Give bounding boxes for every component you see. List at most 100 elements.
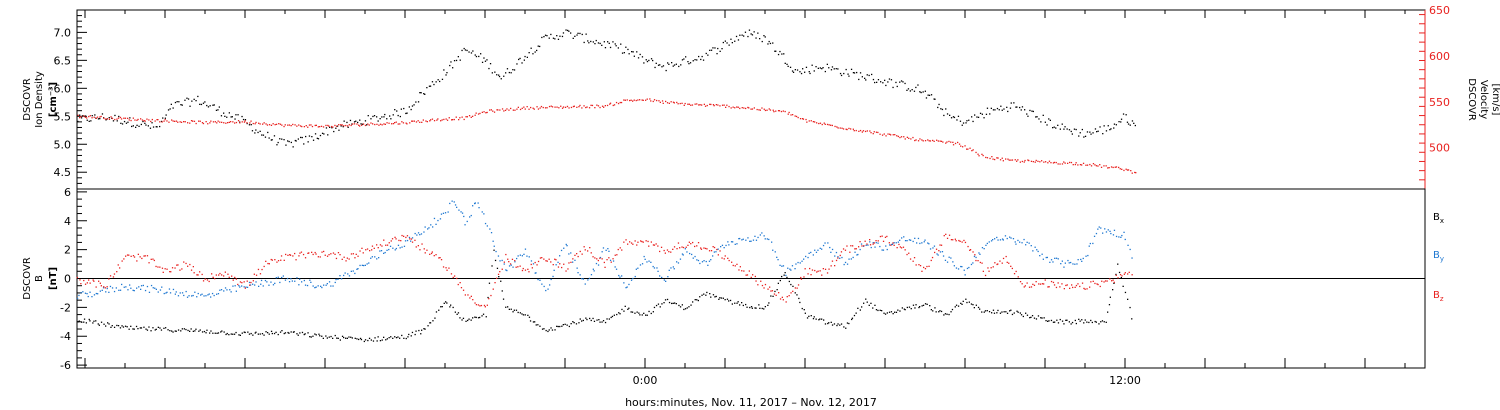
by-point — [684, 248, 686, 250]
bx-point — [160, 329, 163, 331]
density-point — [424, 93, 426, 95]
density-point — [524, 55, 526, 58]
velocity-point — [681, 102, 683, 104]
bz-point — [136, 260, 138, 262]
density-point — [678, 65, 680, 68]
by-point — [506, 269, 508, 272]
bz-point — [335, 257, 338, 260]
by-point — [130, 287, 132, 289]
velocity-point — [933, 140, 935, 142]
density-point — [399, 115, 401, 118]
bz-point — [545, 260, 547, 262]
top-plot-frame — [76, 9, 1426, 190]
velocity-point — [425, 120, 427, 122]
bx-point — [477, 317, 480, 319]
bz-point — [668, 251, 670, 253]
bx-point — [415, 330, 417, 332]
velocity-point — [1021, 160, 1023, 163]
bz-point — [786, 296, 788, 298]
by-point — [417, 232, 420, 234]
density-point — [845, 68, 847, 71]
bz-point — [969, 249, 972, 251]
by-point — [93, 294, 96, 296]
bx-point — [652, 311, 654, 313]
bx-point — [777, 282, 779, 284]
bx-point — [598, 319, 600, 321]
density-point — [968, 119, 970, 121]
velocity-point — [1048, 160, 1051, 162]
by-point — [340, 278, 343, 280]
bx-point — [332, 337, 334, 339]
bx-point — [467, 319, 469, 322]
velocity-point — [906, 136, 908, 138]
bz-point — [223, 275, 225, 277]
bz-point — [524, 269, 527, 271]
velocity-point — [591, 104, 594, 107]
bx-point — [827, 322, 829, 325]
velocity-point — [782, 110, 784, 112]
density-point — [123, 120, 126, 123]
b-tick-label: 0 — [64, 273, 71, 286]
density-point — [149, 127, 152, 129]
velocity-point — [795, 115, 798, 118]
bz-point — [164, 268, 166, 270]
by-point — [901, 237, 903, 239]
bx-point — [1127, 298, 1129, 300]
bx-point — [456, 313, 458, 315]
density-point — [176, 101, 178, 103]
velocity-point — [551, 106, 554, 108]
by-point — [166, 291, 168, 293]
bz-point — [390, 240, 392, 242]
bz-point — [919, 265, 922, 267]
bx-point — [561, 325, 563, 327]
velocity-point — [195, 122, 197, 125]
bz-point — [1039, 283, 1042, 285]
by-point — [822, 244, 825, 247]
density-point — [127, 121, 129, 123]
bx-point — [796, 294, 798, 296]
density-point — [1120, 118, 1123, 120]
bz-point — [108, 278, 110, 280]
density-point — [934, 98, 936, 100]
bx-point — [359, 337, 362, 340]
by-point — [404, 240, 407, 242]
velocity-point — [903, 136, 905, 138]
bx-point — [360, 338, 363, 341]
bx-point — [692, 301, 694, 303]
bz-point — [555, 259, 557, 261]
density-point — [1009, 107, 1012, 109]
density-point — [99, 118, 101, 120]
velocity-point — [1121, 168, 1123, 170]
velocity-point — [123, 117, 125, 119]
bz-point — [890, 244, 892, 246]
by-point — [635, 268, 637, 270]
by-point — [1087, 254, 1089, 257]
density-point — [735, 35, 738, 38]
bx-point — [883, 312, 885, 314]
velocity-point — [352, 123, 354, 125]
by-point — [376, 258, 378, 260]
density-point — [281, 138, 283, 140]
bz-point — [743, 270, 745, 272]
bx-point — [946, 313, 948, 315]
density-point — [508, 71, 510, 74]
bx-point — [1120, 277, 1122, 279]
bx-point — [195, 328, 197, 330]
b-tick-label: 2 — [64, 244, 71, 257]
bz-point — [304, 257, 307, 259]
velocity-point — [270, 124, 273, 126]
bx-point — [1048, 320, 1050, 322]
density-point — [452, 67, 454, 69]
bx-point — [293, 331, 295, 333]
by-point — [581, 278, 583, 280]
bz-point — [440, 259, 443, 261]
bz-point — [252, 280, 254, 282]
density-point — [226, 116, 228, 118]
velocity-point — [942, 141, 944, 143]
bz-point — [1094, 282, 1096, 285]
by-point — [1109, 230, 1111, 232]
bx-point — [385, 339, 387, 341]
bx-point — [482, 313, 485, 315]
velocity-point — [319, 126, 321, 128]
density-point — [925, 97, 928, 99]
